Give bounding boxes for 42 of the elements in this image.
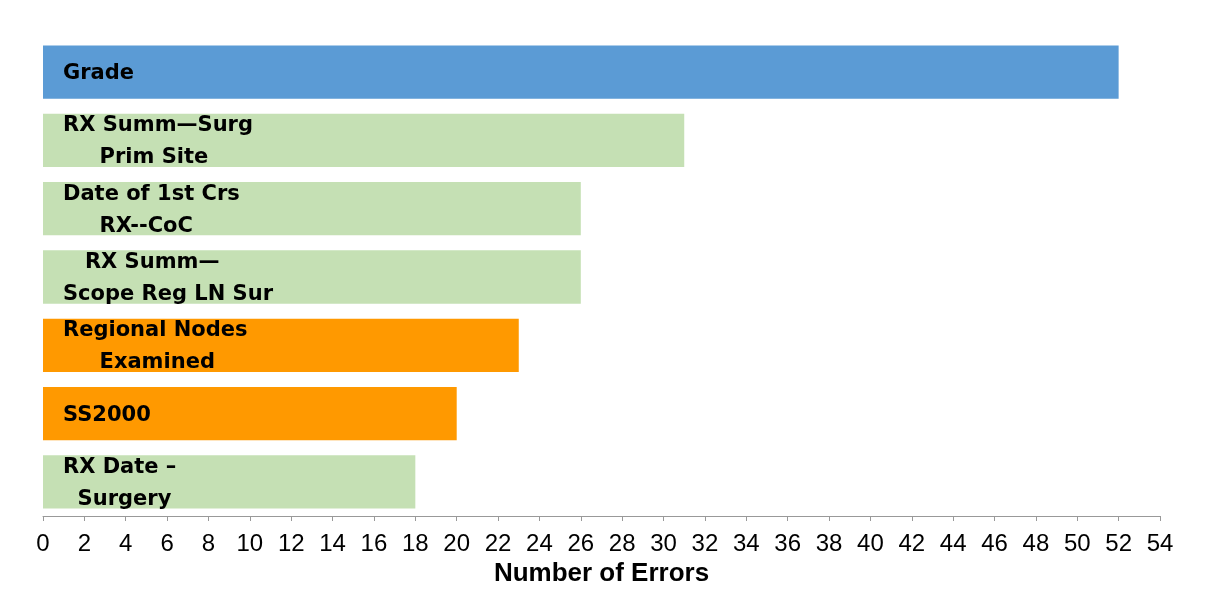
- x-tick-label: 48: [1022, 528, 1050, 556]
- x-tick-label: 52: [1105, 528, 1132, 556]
- x-tick-label: 4: [119, 528, 133, 556]
- y-tick-label: RX Date – Surgery: [63, 453, 177, 510]
- x-tick-label: 30: [650, 528, 677, 556]
- x-tick-label: 44: [939, 528, 967, 556]
- x-tick-label: 50: [1063, 528, 1091, 556]
- x-tick-label: 2: [77, 528, 92, 556]
- x-tick-label: 14: [319, 528, 346, 556]
- x-tick-label: 12: [277, 528, 305, 556]
- x-tick-label: 26: [567, 528, 595, 556]
- y-tick-label: RX Summ— Scope Reg LN Sur: [63, 249, 274, 305]
- x-tick-label: 46: [981, 528, 1008, 556]
- x-tick-label: 6: [160, 528, 174, 556]
- bar: [43, 45, 1119, 99]
- x-tick-label: 16: [360, 528, 388, 556]
- x-tick-label: 18: [401, 528, 429, 556]
- x-tick-label: 8: [201, 528, 216, 556]
- y-tick-label: Date of 1st Crs RX--CoC: [63, 180, 240, 237]
- bar: [43, 250, 581, 304]
- x-tick-label: 24: [526, 528, 553, 556]
- x-tick-label: 20: [443, 528, 471, 556]
- x-tick-label: 10: [236, 528, 264, 556]
- x-tick-label: 0: [36, 528, 50, 556]
- y-tick-label: Regional Nodes Examined: [63, 317, 248, 374]
- x-tick-label: 34: [732, 528, 760, 556]
- bar: [43, 455, 416, 509]
- x-tick-label: 42: [898, 528, 926, 556]
- x-tick-label: 32: [691, 528, 719, 556]
- x-tick-label: 54: [1146, 528, 1174, 556]
- x-tick-label: 28: [608, 528, 636, 556]
- x-axis-title: Number of Errors: [493, 556, 710, 587]
- x-tick-label: 40: [857, 528, 884, 556]
- bar: [43, 113, 685, 168]
- x-tick-label: 38: [815, 528, 843, 556]
- y-tick-label: SS2000: [63, 401, 151, 426]
- y-tick-label: RX Summ—Surg Prim Site: [63, 112, 253, 169]
- bar: [43, 182, 581, 236]
- x-tick-label: 36: [774, 528, 802, 556]
- x-tick-label: 22: [484, 528, 512, 556]
- y-tick-label: Grade: [63, 60, 135, 85]
- bar: [43, 386, 457, 441]
